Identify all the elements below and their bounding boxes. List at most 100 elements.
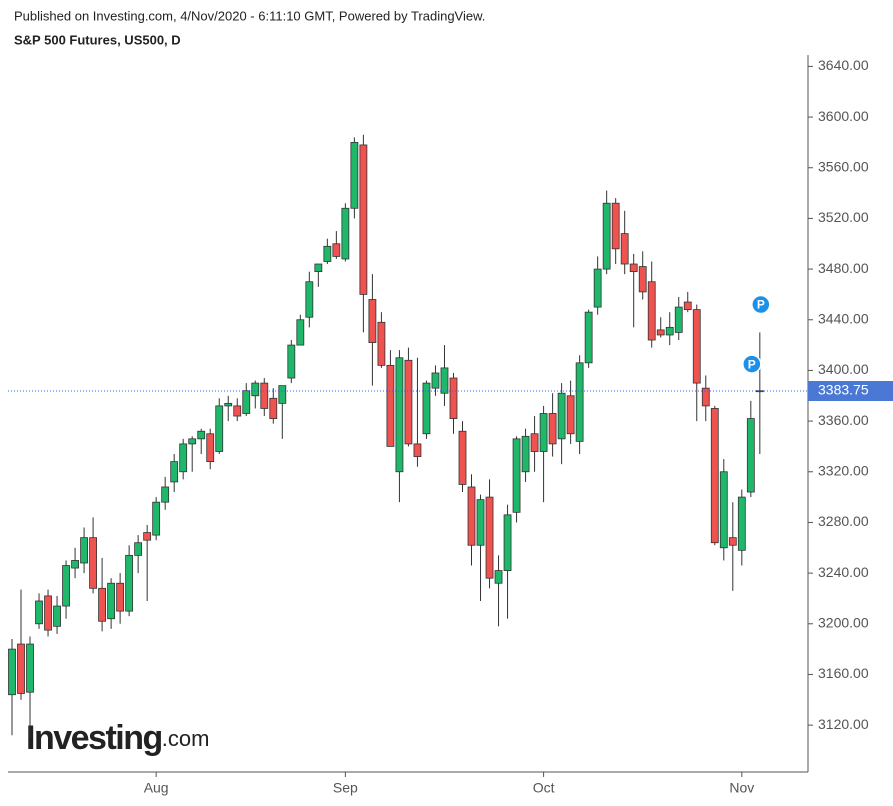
candle-body [260,382,269,409]
candle-body [305,281,314,318]
candle-body [458,430,467,485]
candle-body [719,471,728,549]
candle-body [395,357,404,473]
candle-body [557,392,566,440]
candle-body [521,435,530,473]
candle-body [467,486,476,546]
y-tick-label: 3200.00 [818,614,869,630]
candle-body [341,207,350,260]
candle-body [314,263,323,273]
candle-body [485,496,494,579]
x-tick-label: Aug [144,780,169,796]
y-tick-label: 3400.00 [818,361,869,377]
marker-label: P [757,298,765,312]
candle-body [710,408,719,544]
candle-body [44,595,52,631]
candle-body [17,643,25,694]
candle-body [206,433,215,463]
x-tick-label: Sep [333,780,358,796]
candle-body [629,263,638,273]
candle-body [665,326,674,336]
candle-body [170,461,179,483]
candle-body [440,367,449,394]
candle-body [332,243,341,257]
candle-body [350,142,359,209]
candle-body [224,402,233,407]
marker-label: P [748,357,756,371]
candle-body [116,582,125,612]
candle-body [53,605,61,627]
candle-body [611,202,620,250]
candle-body [548,413,557,445]
y-tick-label: 3160.00 [818,665,869,681]
y-tick-label: 3600.00 [818,108,869,124]
candle-body [602,202,611,270]
logo: Investing.com [26,719,209,757]
candle-body [107,582,116,620]
candle-body [377,321,386,366]
candle-body [143,532,152,541]
candle-body [422,382,431,435]
candle-body [35,600,43,625]
candle-body [539,413,548,452]
candle-body [530,433,539,452]
marker [751,294,771,315]
y-tick-label: 3640.00 [818,57,869,73]
last-price-box [808,381,893,402]
candle-body [8,648,16,696]
candle-body [566,395,575,435]
candle-body [152,501,161,536]
last-price-label: 3383.75 [818,382,869,398]
candle-body [431,372,440,389]
x-tick-label: Nov [729,780,754,796]
y-tick-label: 3320.00 [818,462,869,478]
candle-body [692,309,701,384]
candle-body [449,377,458,419]
candle-body [674,306,683,333]
symbol-title: S&P 500 Futures, US500, D [14,32,181,47]
candle-body [296,319,305,346]
candle-body [638,266,647,293]
candle-body [755,390,764,393]
candle-body [503,514,512,571]
y-tick-label: 3120.00 [818,716,869,732]
candle-body [62,565,70,607]
x-tick-label: Oct [533,780,555,796]
candle-body [404,359,413,445]
candle-body [746,418,755,493]
candle-body [737,496,746,551]
candle-body [80,537,88,564]
candle-body [197,430,206,440]
candle-body [368,299,377,343]
marker [742,354,762,374]
candle-body [161,486,170,503]
candle-body [575,362,584,442]
candle-body [728,537,737,546]
candle-body [125,554,134,612]
candle-body [701,387,710,407]
candle-body [620,233,629,265]
candle-body [188,438,197,445]
y-tick-label: 3240.00 [818,564,869,580]
candle-body [251,382,260,397]
y-tick-label: 3560.00 [818,158,869,174]
candle-body [413,443,422,457]
candle-body [98,587,106,622]
published-note: Published on Investing.com, 4/Nov/2020 -… [14,8,485,23]
candle-body [134,542,143,556]
candle-body [593,268,602,308]
candle-body [323,245,332,262]
candle-body [179,443,188,473]
y-tick-label: 3520.00 [818,209,869,225]
candle-body [476,499,485,546]
candle-body [386,364,395,447]
logo-name: Investing [26,719,162,757]
candle-body [269,397,278,419]
candle-body [71,560,79,569]
candle-body [215,405,224,452]
y-tick-label: 3440.00 [818,310,869,326]
candle-body [26,643,34,693]
candle-body [359,144,368,295]
candle-body [89,537,97,589]
